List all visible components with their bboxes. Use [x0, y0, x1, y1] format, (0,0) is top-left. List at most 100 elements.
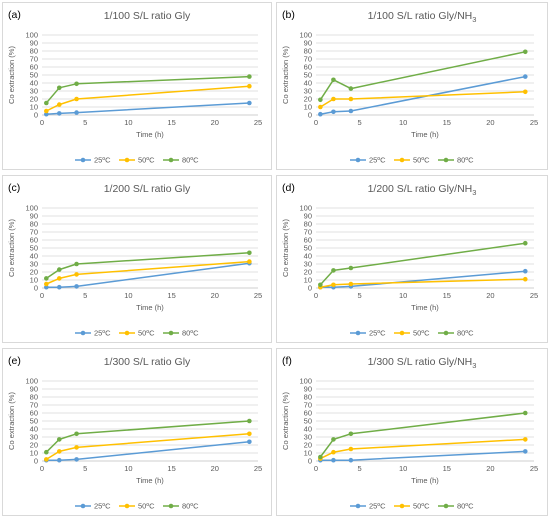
- y-tick-label: 80: [304, 47, 312, 56]
- data-point: [74, 457, 79, 462]
- x-tick-label: 5: [83, 291, 87, 300]
- series-25ºC: [318, 449, 528, 463]
- data-point: [56, 276, 62, 281]
- data-point: [247, 74, 252, 79]
- legend-marker: [399, 330, 405, 336]
- series-50ºC: [44, 259, 252, 287]
- x-tick-label: 10: [124, 464, 132, 473]
- x-tick-label: 5: [358, 291, 362, 300]
- series-line: [46, 260, 250, 285]
- x-tick-label: 25: [254, 118, 262, 127]
- data-point: [318, 454, 323, 460]
- y-tick-label: 90: [304, 385, 312, 394]
- data-point: [522, 49, 528, 55]
- legend-label: 80ºC: [457, 329, 474, 338]
- legend-label: 50ºC: [413, 502, 430, 511]
- data-point: [318, 97, 323, 103]
- data-point: [348, 86, 354, 91]
- data-point: [522, 276, 528, 282]
- series-line: [45, 75, 250, 104]
- y-tick-label: 70: [304, 228, 312, 237]
- data-point: [44, 100, 49, 106]
- y-tick-label: 10: [304, 276, 312, 285]
- legend-item: 25ºC: [350, 156, 386, 165]
- chart-panel-a: (a) 1/100 S/L ratio Gly010203040506070809…: [2, 2, 272, 170]
- x-tick-label: 5: [358, 118, 362, 127]
- data-point: [348, 457, 354, 463]
- series-line: [320, 278, 526, 288]
- x-tick-label: 20: [211, 118, 219, 127]
- legend-marker: [80, 503, 86, 509]
- legend-item: 25ºC: [75, 156, 111, 165]
- y-tick-label: 40: [304, 79, 312, 88]
- legend-marker: [124, 503, 130, 509]
- y-tick-label: 90: [30, 39, 38, 48]
- series-line: [45, 433, 250, 461]
- series-50ºC: [44, 431, 252, 462]
- legend-marker: [443, 157, 449, 163]
- x-tick-label: 10: [124, 291, 132, 300]
- x-tick-label: 25: [254, 291, 262, 300]
- data-point: [348, 431, 354, 437]
- data-point: [522, 437, 528, 442]
- y-tick-label: 90: [30, 385, 38, 394]
- panel-border: [2, 348, 272, 516]
- legend-marker: [168, 157, 174, 163]
- y-tick-label: 10: [304, 449, 312, 458]
- series-line: [319, 242, 526, 286]
- x-tick-label: 10: [399, 118, 407, 127]
- data-point: [74, 431, 79, 437]
- series-25ºC: [44, 100, 252, 117]
- y-tick-label: 20: [304, 268, 312, 277]
- y-tick-label: 20: [30, 441, 38, 450]
- series-line: [45, 85, 250, 112]
- legend-marker: [168, 503, 174, 509]
- x-tick-label: 0: [40, 464, 44, 473]
- series-line: [46, 262, 250, 288]
- legend-marker: [443, 503, 449, 509]
- data-point: [247, 431, 252, 437]
- x-tick-label: 0: [40, 291, 44, 300]
- data-point: [44, 284, 49, 290]
- data-point: [247, 250, 252, 256]
- legend-item: 25ºC: [350, 329, 386, 338]
- legend-item: 50ºC: [394, 502, 430, 511]
- x-tick-label: 5: [358, 464, 362, 473]
- data-point: [44, 276, 49, 281]
- legend-item: 50ºC: [119, 502, 155, 511]
- chart-title-text: 1/100 S/L ratio Gly/NH: [368, 10, 473, 22]
- data-point: [44, 108, 49, 114]
- y-tick-label: 20: [304, 95, 312, 104]
- data-point: [247, 418, 252, 424]
- y-tick-label: 40: [304, 252, 312, 261]
- chart-panel-c: (c) 1/200 S/L ratio Gly010203040506070809…: [2, 175, 272, 343]
- x-axis-label: Time (h): [411, 130, 439, 139]
- legend-item: 50ºC: [394, 329, 430, 338]
- panel-letter: (b): [282, 9, 295, 21]
- data-point: [74, 284, 79, 289]
- x-tick-label: 15: [167, 291, 175, 300]
- data-point: [44, 449, 49, 455]
- data-point: [331, 437, 336, 442]
- panel-border: [276, 2, 548, 170]
- legend-item: 80ºC: [163, 156, 199, 165]
- series-line: [320, 450, 526, 461]
- legend-item: 80ºC: [438, 156, 474, 165]
- y-axis-label: Co extraction (%): [7, 392, 16, 450]
- x-tick-label: 25: [254, 464, 262, 473]
- legend-marker: [399, 157, 405, 163]
- data-point: [74, 110, 79, 115]
- data-point: [522, 268, 528, 274]
- series-80ºC: [44, 74, 252, 106]
- y-tick-label: 80: [304, 393, 312, 402]
- y-tick-label: 30: [304, 260, 312, 269]
- x-tick-label: 10: [399, 291, 407, 300]
- series-line: [319, 51, 526, 101]
- data-point: [348, 108, 354, 114]
- x-tick-label: 25: [530, 464, 538, 473]
- data-point: [331, 268, 336, 273]
- x-tick-label: 15: [443, 118, 451, 127]
- data-point: [247, 83, 252, 89]
- y-tick-label: 0: [308, 284, 312, 293]
